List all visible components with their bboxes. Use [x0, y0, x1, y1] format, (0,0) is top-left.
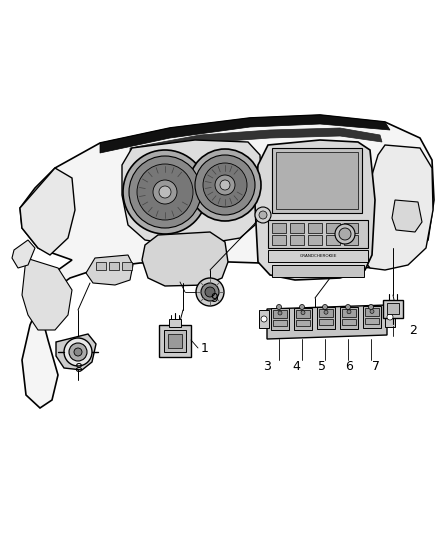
Polygon shape: [362, 145, 433, 270]
Text: 4: 4: [292, 360, 300, 374]
Text: 1: 1: [201, 342, 209, 354]
Bar: [340, 307, 358, 329]
Circle shape: [339, 228, 351, 240]
Bar: [363, 306, 381, 328]
Circle shape: [276, 304, 282, 310]
Bar: [259, 310, 269, 328]
Bar: [294, 308, 312, 329]
Bar: [109, 262, 119, 270]
Polygon shape: [56, 334, 96, 370]
Bar: [159, 325, 191, 357]
Text: 5: 5: [318, 360, 326, 374]
Bar: [387, 303, 399, 314]
Circle shape: [322, 304, 328, 310]
Polygon shape: [20, 168, 75, 255]
Circle shape: [370, 309, 374, 313]
Circle shape: [255, 207, 271, 223]
Circle shape: [368, 304, 374, 310]
Circle shape: [220, 180, 230, 190]
Polygon shape: [267, 305, 387, 339]
Bar: [290, 235, 304, 245]
Circle shape: [195, 155, 255, 215]
Bar: [273, 310, 287, 318]
Polygon shape: [12, 240, 35, 268]
Bar: [319, 319, 333, 325]
Bar: [122, 262, 132, 270]
Polygon shape: [86, 255, 133, 285]
Bar: [268, 250, 368, 262]
Bar: [271, 308, 289, 330]
Circle shape: [123, 150, 207, 234]
Circle shape: [261, 316, 267, 322]
Bar: [168, 334, 182, 348]
Circle shape: [387, 314, 393, 320]
Bar: [272, 235, 286, 245]
Bar: [326, 235, 340, 245]
Bar: [365, 318, 379, 325]
Bar: [290, 223, 304, 233]
Polygon shape: [130, 128, 382, 156]
Bar: [169, 319, 181, 327]
Circle shape: [205, 287, 215, 297]
Circle shape: [215, 175, 235, 195]
Bar: [276, 152, 358, 209]
Text: 9: 9: [210, 292, 218, 304]
Circle shape: [259, 211, 267, 219]
Polygon shape: [142, 232, 228, 286]
Bar: [342, 319, 356, 325]
Bar: [296, 320, 310, 326]
Circle shape: [196, 278, 224, 306]
Circle shape: [203, 163, 247, 207]
Bar: [96, 262, 106, 270]
Circle shape: [324, 310, 328, 314]
Bar: [317, 307, 335, 329]
Text: GRANDCHEROKEE: GRANDCHEROKEE: [299, 254, 337, 258]
Bar: [342, 309, 356, 317]
Bar: [385, 307, 395, 327]
Circle shape: [201, 283, 219, 301]
Circle shape: [347, 310, 351, 314]
Bar: [308, 223, 322, 233]
Circle shape: [129, 156, 201, 228]
Text: 7: 7: [372, 360, 380, 374]
Bar: [383, 300, 403, 318]
Bar: [272, 223, 286, 233]
Circle shape: [301, 311, 305, 314]
Bar: [319, 309, 333, 317]
Text: 8: 8: [74, 361, 82, 375]
Circle shape: [74, 348, 82, 356]
Circle shape: [189, 149, 261, 221]
Text: 6: 6: [345, 360, 353, 374]
Bar: [344, 235, 358, 245]
Circle shape: [69, 343, 87, 361]
Bar: [272, 148, 362, 213]
Text: 2: 2: [409, 324, 417, 336]
Circle shape: [137, 164, 193, 220]
Circle shape: [346, 304, 350, 310]
Bar: [308, 235, 322, 245]
Circle shape: [153, 180, 177, 204]
Bar: [365, 309, 379, 317]
Polygon shape: [20, 115, 434, 408]
Bar: [296, 310, 310, 318]
Circle shape: [335, 224, 355, 244]
Bar: [273, 320, 287, 326]
Circle shape: [300, 304, 304, 310]
Polygon shape: [255, 140, 375, 280]
Polygon shape: [100, 115, 390, 153]
Bar: [164, 330, 186, 352]
Text: 3: 3: [263, 360, 271, 374]
Bar: [326, 223, 340, 233]
Bar: [272, 265, 364, 277]
Circle shape: [64, 338, 92, 366]
Circle shape: [278, 311, 282, 315]
Polygon shape: [22, 258, 72, 330]
Polygon shape: [392, 200, 422, 232]
Bar: [344, 223, 358, 233]
Bar: [268, 220, 368, 248]
Circle shape: [159, 186, 171, 198]
Polygon shape: [122, 140, 262, 245]
